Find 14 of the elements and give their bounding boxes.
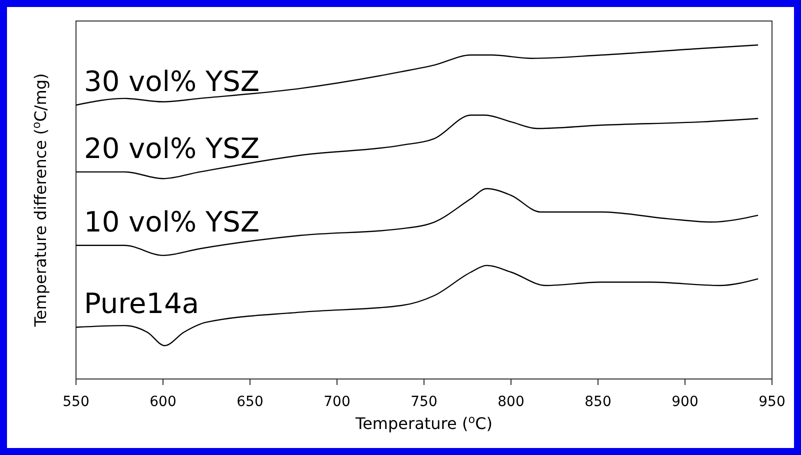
series-label: 30 vol% YSZ xyxy=(84,65,260,98)
series-label: 20 vol% YSZ xyxy=(84,132,260,165)
x-tick-label: 550 xyxy=(62,394,90,410)
x-axis-title: Temperature ($^{o}$C) xyxy=(354,412,492,433)
series-label: 10 vol% YSZ xyxy=(84,205,260,238)
x-tick-label: 700 xyxy=(324,394,350,410)
series-label: Pure14a xyxy=(84,287,200,320)
x-tick-label: 850 xyxy=(584,394,612,410)
x-tick-label: 800 xyxy=(498,394,524,410)
x-tick-label: 950 xyxy=(758,394,786,410)
x-tick-label: 900 xyxy=(672,394,698,410)
x-tick-label: 650 xyxy=(236,394,264,410)
x-tick-label: 600 xyxy=(150,394,176,410)
x-tick-label: 750 xyxy=(410,394,438,410)
